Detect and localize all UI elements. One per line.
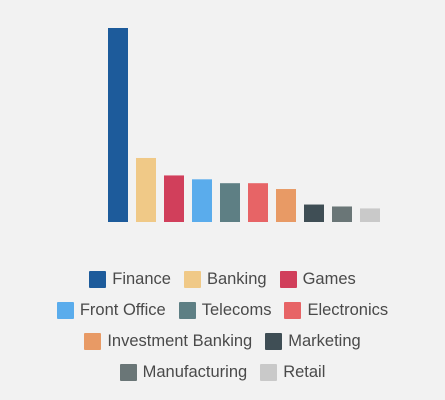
legend-label: Investment Banking [107,332,253,350]
bar-investment-banking[interactable] [276,189,296,222]
legend-item-electronics[interactable]: Electronics [284,301,388,320]
legend-label: Retail [283,363,326,381]
legend-item-telecoms[interactable]: Telecoms [178,301,272,320]
legend-item-retail[interactable]: Retail [260,363,325,382]
legend-label: Games [302,270,356,288]
legend-swatch [279,271,297,288]
legend-row: Investment Banking Marketing [0,326,445,357]
bar-banking[interactable] [136,157,156,222]
legend-label: Manufacturing [142,363,248,381]
legend-item-games[interactable]: Games [279,270,356,289]
bar-retail[interactable] [360,208,380,222]
legend-label: Front Office [79,301,166,319]
bar-electronics[interactable] [248,183,268,222]
bar-marketing[interactable] [304,204,324,222]
legend-item-investment-banking[interactable]: Investment Banking [84,332,252,351]
legend-row: Finance Banking Games [0,264,445,295]
legend-row: Front Office Telecoms Electronics [0,295,445,326]
legend-swatch [183,271,201,288]
legend-label: Banking [206,270,267,288]
legend-swatch [265,333,283,350]
bar-manufacturing[interactable] [332,206,352,222]
bar-games[interactable] [164,175,184,222]
legend-row: Manufacturing Retail [0,357,445,388]
legend-swatch [178,302,196,319]
bar-front-office[interactable] [192,179,212,222]
legend-swatch [84,333,102,350]
legend-item-finance[interactable]: Finance [89,270,171,289]
legend-label: Finance [112,270,171,288]
legend-label: Marketing [288,332,361,350]
legend-label: Telecoms [201,301,272,319]
legend-swatch [260,364,278,381]
legend-item-front-office[interactable]: Front Office [56,301,166,320]
bar-telecoms[interactable] [220,183,240,222]
legend: Finance Banking Games Front Office Telec… [0,264,445,388]
bar-finance[interactable] [108,28,128,222]
legend-item-banking[interactable]: Banking [183,270,267,289]
legend-swatch [284,302,302,319]
legend-swatch [56,302,74,319]
legend-swatch [119,364,137,381]
legend-label: Electronics [307,301,389,319]
legend-item-manufacturing[interactable]: Manufacturing [119,363,248,382]
legend-item-marketing[interactable]: Marketing [265,332,361,351]
bar-chart [108,28,380,222]
legend-swatch [89,271,107,288]
